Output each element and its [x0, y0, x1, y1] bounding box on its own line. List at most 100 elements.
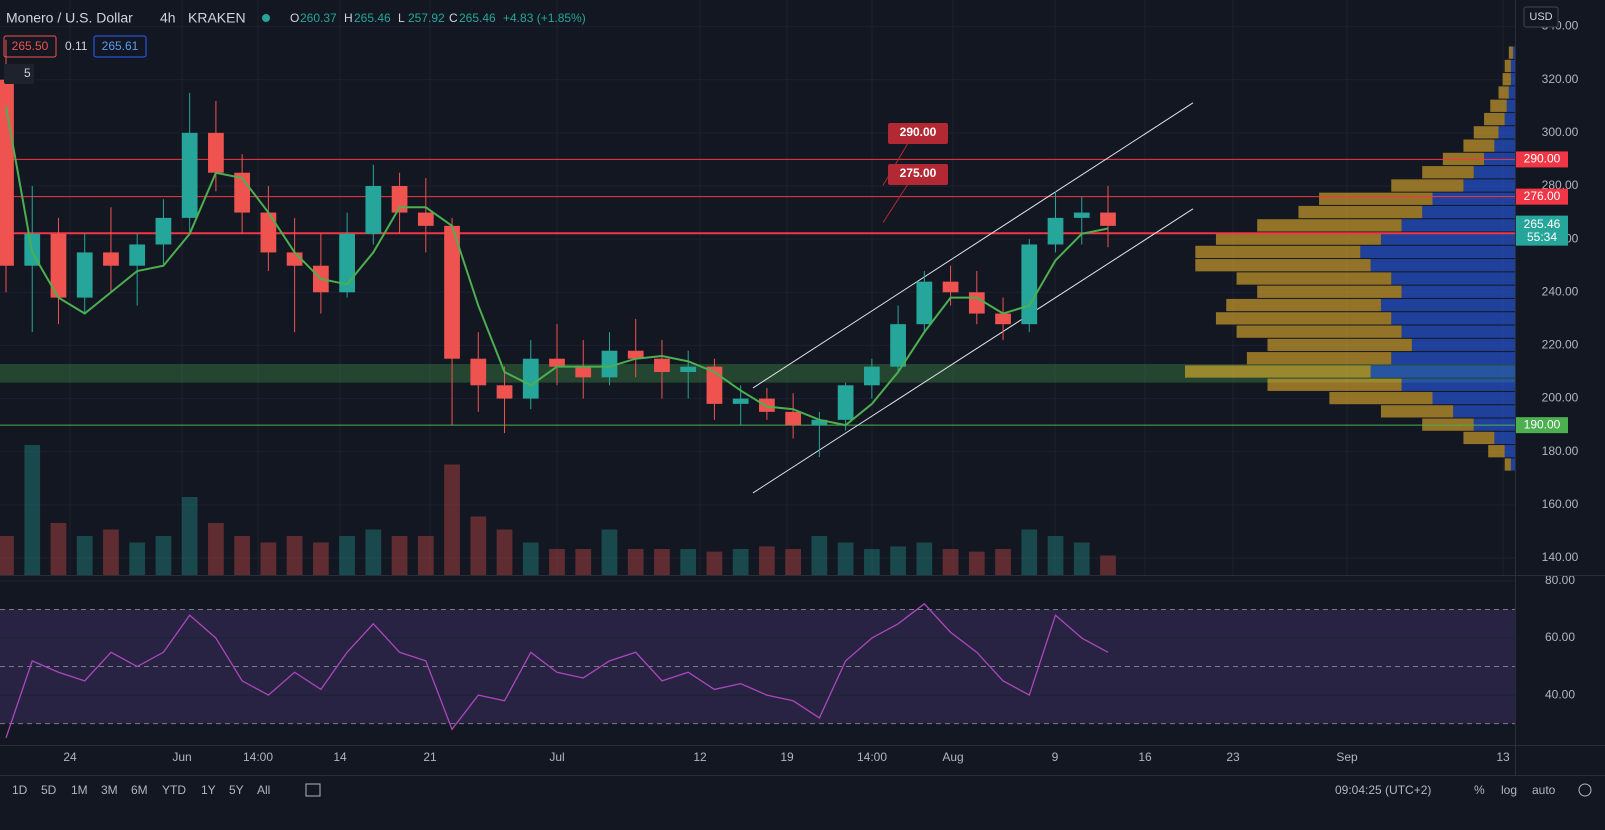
volume-bar — [837, 542, 854, 575]
volume-bar — [890, 546, 906, 575]
profile-up — [1504, 445, 1515, 458]
candle-body — [1100, 212, 1116, 226]
volume-bar — [129, 542, 146, 575]
profile-down — [1463, 139, 1495, 152]
x-tick-label: Sep — [1336, 750, 1358, 764]
price-pane — [0, 0, 1515, 575]
currency-box[interactable] — [1523, 6, 1559, 28]
range-button[interactable]: 1D — [12, 783, 28, 797]
profile-up — [1494, 139, 1515, 152]
x-tick-label: 24 — [63, 750, 77, 764]
volume-bar — [549, 549, 565, 575]
change: +4.83 (+1.85%) — [503, 11, 586, 25]
volume-bar — [916, 542, 933, 575]
interval: 4h — [160, 10, 176, 26]
volume-bar — [339, 536, 355, 575]
volume-bar — [968, 551, 985, 575]
volume-bar — [522, 542, 539, 575]
overlay: Monero / U.S. Dollar 4h KRAKEN O 260.37 H 265.… — [3, 6, 1592, 797]
x-tick-label: 14:00 — [243, 750, 273, 764]
candle-body — [995, 313, 1011, 325]
profile-up — [1401, 378, 1515, 391]
volume-bar — [208, 523, 224, 575]
candle-body — [863, 366, 880, 386]
profile-down — [1185, 365, 1371, 378]
volume-bar — [680, 549, 697, 575]
badge: 265.61 — [102, 39, 139, 53]
scale-option[interactable]: % — [1474, 783, 1485, 797]
range-button[interactable]: 6M — [131, 783, 148, 797]
volume-bar — [234, 536, 251, 575]
badge: 0.11 — [65, 39, 88, 53]
profile-up — [1391, 352, 1515, 365]
symbol: Monero / U.S. Dollar — [6, 10, 133, 26]
profile-down — [1215, 232, 1381, 245]
profile-down — [1422, 166, 1474, 179]
x-tick-label: 19 — [780, 750, 794, 764]
volume-bar — [391, 536, 408, 575]
profile-down — [1490, 99, 1507, 112]
y-tick-label: 300.00 — [1542, 125, 1579, 139]
moving-average — [5, 106, 1109, 427]
range-button[interactable]: YTD — [162, 783, 186, 797]
profile-down — [1298, 205, 1423, 219]
volume-bar — [76, 536, 93, 575]
ohlc-label: C — [449, 11, 458, 25]
candle-body — [1073, 212, 1090, 218]
channel-line — [752, 102, 1194, 389]
profile-up — [1508, 86, 1515, 99]
level-tag — [1516, 188, 1568, 205]
profile-up — [1512, 46, 1515, 59]
range-button[interactable]: 3M — [101, 783, 118, 797]
candle-body — [942, 281, 959, 293]
candle-body — [968, 292, 985, 314]
profile-down — [1504, 59, 1511, 73]
profile-up — [1370, 259, 1515, 272]
range-button[interactable]: 5Y — [229, 783, 244, 797]
candle-body — [916, 281, 933, 325]
scale-option[interactable]: log — [1501, 783, 1517, 797]
profile-down — [1226, 298, 1381, 312]
candle-body — [785, 411, 802, 426]
range-button[interactable]: 5D — [41, 783, 57, 797]
rsi-tick-label: 60.00 — [1545, 630, 1575, 644]
y-tick-label: 200.00 — [1542, 391, 1579, 405]
range-button[interactable]: All — [257, 783, 270, 797]
profile-down — [1195, 245, 1361, 259]
volume-bar — [785, 549, 802, 575]
profile-down — [1508, 46, 1513, 59]
status-dot — [262, 14, 270, 22]
candle-body — [155, 217, 172, 245]
profile-up — [1380, 232, 1515, 245]
volume-bar — [365, 529, 382, 575]
candle-body — [365, 185, 382, 234]
profile-up — [1411, 338, 1515, 352]
range-button[interactable]: 1M — [71, 783, 88, 797]
y-tick-label: 140.00 — [1542, 550, 1579, 564]
candle-body — [732, 398, 749, 404]
support-zone — [0, 364, 1515, 383]
profile-up — [1380, 298, 1515, 312]
volume-bar — [0, 536, 14, 575]
channel-line — [752, 208, 1194, 494]
volume-bar — [496, 529, 513, 575]
compare-icon[interactable] — [305, 783, 321, 797]
scale-option[interactable]: auto — [1532, 783, 1556, 797]
candle-body — [391, 185, 408, 213]
y-tick-label: 220.00 — [1542, 338, 1579, 352]
range-button[interactable]: 1Y — [201, 783, 216, 797]
ohlc-label: H — [344, 11, 353, 25]
profile-down — [1319, 192, 1433, 205]
y-tick-label: 320.00 — [1542, 72, 1579, 86]
candle-body — [417, 212, 434, 226]
price-tag — [1516, 215, 1568, 246]
profile-down — [1329, 391, 1433, 405]
x-tick-label: 16 — [1138, 750, 1152, 764]
badge-box — [93, 35, 147, 58]
candle-body — [76, 252, 93, 298]
badge-box — [3, 35, 57, 58]
profile-up — [1510, 458, 1515, 471]
indicator-toggle[interactable] — [4, 64, 34, 84]
settings-icon[interactable] — [1578, 783, 1592, 797]
